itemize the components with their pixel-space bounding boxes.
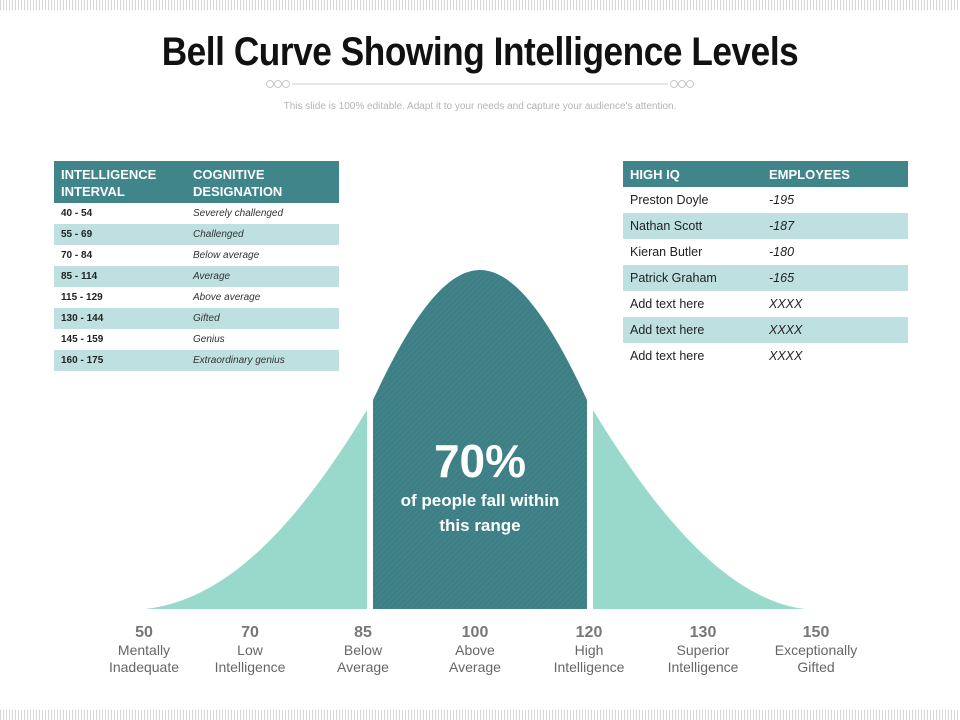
designation-cell: Average <box>186 266 339 287</box>
employee-name-cell: Kieran Butler <box>623 239 762 265</box>
employee-table: HIGH IQ EMPLOYEES Preston Doyle -195 Nath… <box>623 161 908 369</box>
table-row: Preston Doyle -195 <box>623 187 908 213</box>
curve-right-tail <box>593 410 805 609</box>
table-header-row: INTELLIGENCE INTERVAL COGNITIVE DESIGNAT… <box>54 161 339 203</box>
interval-cell: 160 - 175 <box>54 350 186 371</box>
table-row: 40 - 54 Severely challenged <box>54 203 339 224</box>
table-row: 160 - 175 Extraordinary genius <box>54 350 339 371</box>
designation-cell: Above average <box>186 287 339 308</box>
table-header-row: HIGH IQ EMPLOYEES <box>623 161 908 187</box>
designation-cell: Genius <box>186 329 339 350</box>
employee-name-cell: Add text here <box>623 317 762 343</box>
designation-cell: Severely challenged <box>186 203 339 224</box>
employee-value-cell: -195 <box>762 187 908 213</box>
table-row: 85 - 114 Average <box>54 266 339 287</box>
page-title: Bell Curve Showing Intelligence Levels <box>161 30 799 74</box>
curve-left-tail <box>145 410 367 609</box>
employee-name-cell: Add text here <box>623 291 762 317</box>
employee-name-cell: Add text here <box>623 343 762 369</box>
header-cognitive-designation: COGNITIVE DESIGNATION <box>186 161 339 203</box>
table-row: Add text here XXXX <box>623 291 908 317</box>
interval-cell: 130 - 144 <box>54 308 186 329</box>
table-row: 130 - 144 Gifted <box>54 308 339 329</box>
axis-label: 70 Low Intelligence <box>214 624 286 675</box>
interval-cell: 115 - 129 <box>54 287 186 308</box>
table-row: 70 - 84 Below average <box>54 245 339 266</box>
table-row: Kieran Butler -180 <box>623 239 908 265</box>
intelligence-table: INTELLIGENCE INTERVAL COGNITIVE DESIGNAT… <box>54 161 339 371</box>
axis-label: 150 Exceptionally Gifted <box>774 624 858 675</box>
center-caption: of people fall within this range <box>400 491 560 535</box>
employee-name-cell: Preston Doyle <box>623 187 762 213</box>
center-percent: 70% <box>433 435 527 487</box>
interval-cell: 55 - 69 <box>54 224 186 245</box>
table-row: 145 - 159 Genius <box>54 329 339 350</box>
employee-value-cell: -165 <box>762 265 908 291</box>
axis-label: 120 High Intelligence <box>553 624 625 675</box>
interval-cell: 85 - 114 <box>54 266 186 287</box>
employee-value-cell: XXXX <box>762 343 908 369</box>
interval-cell: 40 - 54 <box>54 203 186 224</box>
employee-value-cell: -180 <box>762 239 908 265</box>
employee-name-cell: Patrick Graham <box>623 265 762 291</box>
header-high-iq: HIGH IQ <box>623 161 762 187</box>
employee-value-cell: XXXX <box>762 291 908 317</box>
bottom-stripe-decoration <box>0 710 960 720</box>
table-row: 115 - 129 Above average <box>54 287 339 308</box>
designation-cell: Below average <box>186 245 339 266</box>
subtitle: This slide is 100% editable. Adapt it to… <box>283 101 677 112</box>
axis-label: 100 Above Average <box>449 624 501 675</box>
header-employees: EMPLOYEES <box>762 161 908 187</box>
designation-cell: Challenged <box>186 224 339 245</box>
table-row: Patrick Graham -165 <box>623 265 908 291</box>
interval-cell: 70 - 84 <box>54 245 186 266</box>
table-row: 55 - 69 Challenged <box>54 224 339 245</box>
header-intelligence-interval: INTELLIGENCE INTERVAL <box>54 161 186 203</box>
designation-cell: Gifted <box>186 308 339 329</box>
table-row: Nathan Scott -187 <box>623 213 908 239</box>
axis-label: 85 Below Average <box>337 624 389 675</box>
top-stripe-decoration <box>0 0 960 10</box>
axis-label: 130 Superior Intelligence <box>667 624 739 675</box>
table-row: Add text here XXXX <box>623 343 908 369</box>
employee-name-cell: Nathan Scott <box>623 213 762 239</box>
axis-label: 50 Mentally Inadequate <box>108 624 180 675</box>
interval-cell: 145 - 159 <box>54 329 186 350</box>
designation-cell: Extraordinary genius <box>186 350 339 371</box>
employee-value-cell: -187 <box>762 213 908 239</box>
title-divider <box>266 80 694 88</box>
employee-value-cell: XXXX <box>762 317 908 343</box>
table-row: Add text here XXXX <box>623 317 908 343</box>
curve-center-range <box>373 270 587 609</box>
